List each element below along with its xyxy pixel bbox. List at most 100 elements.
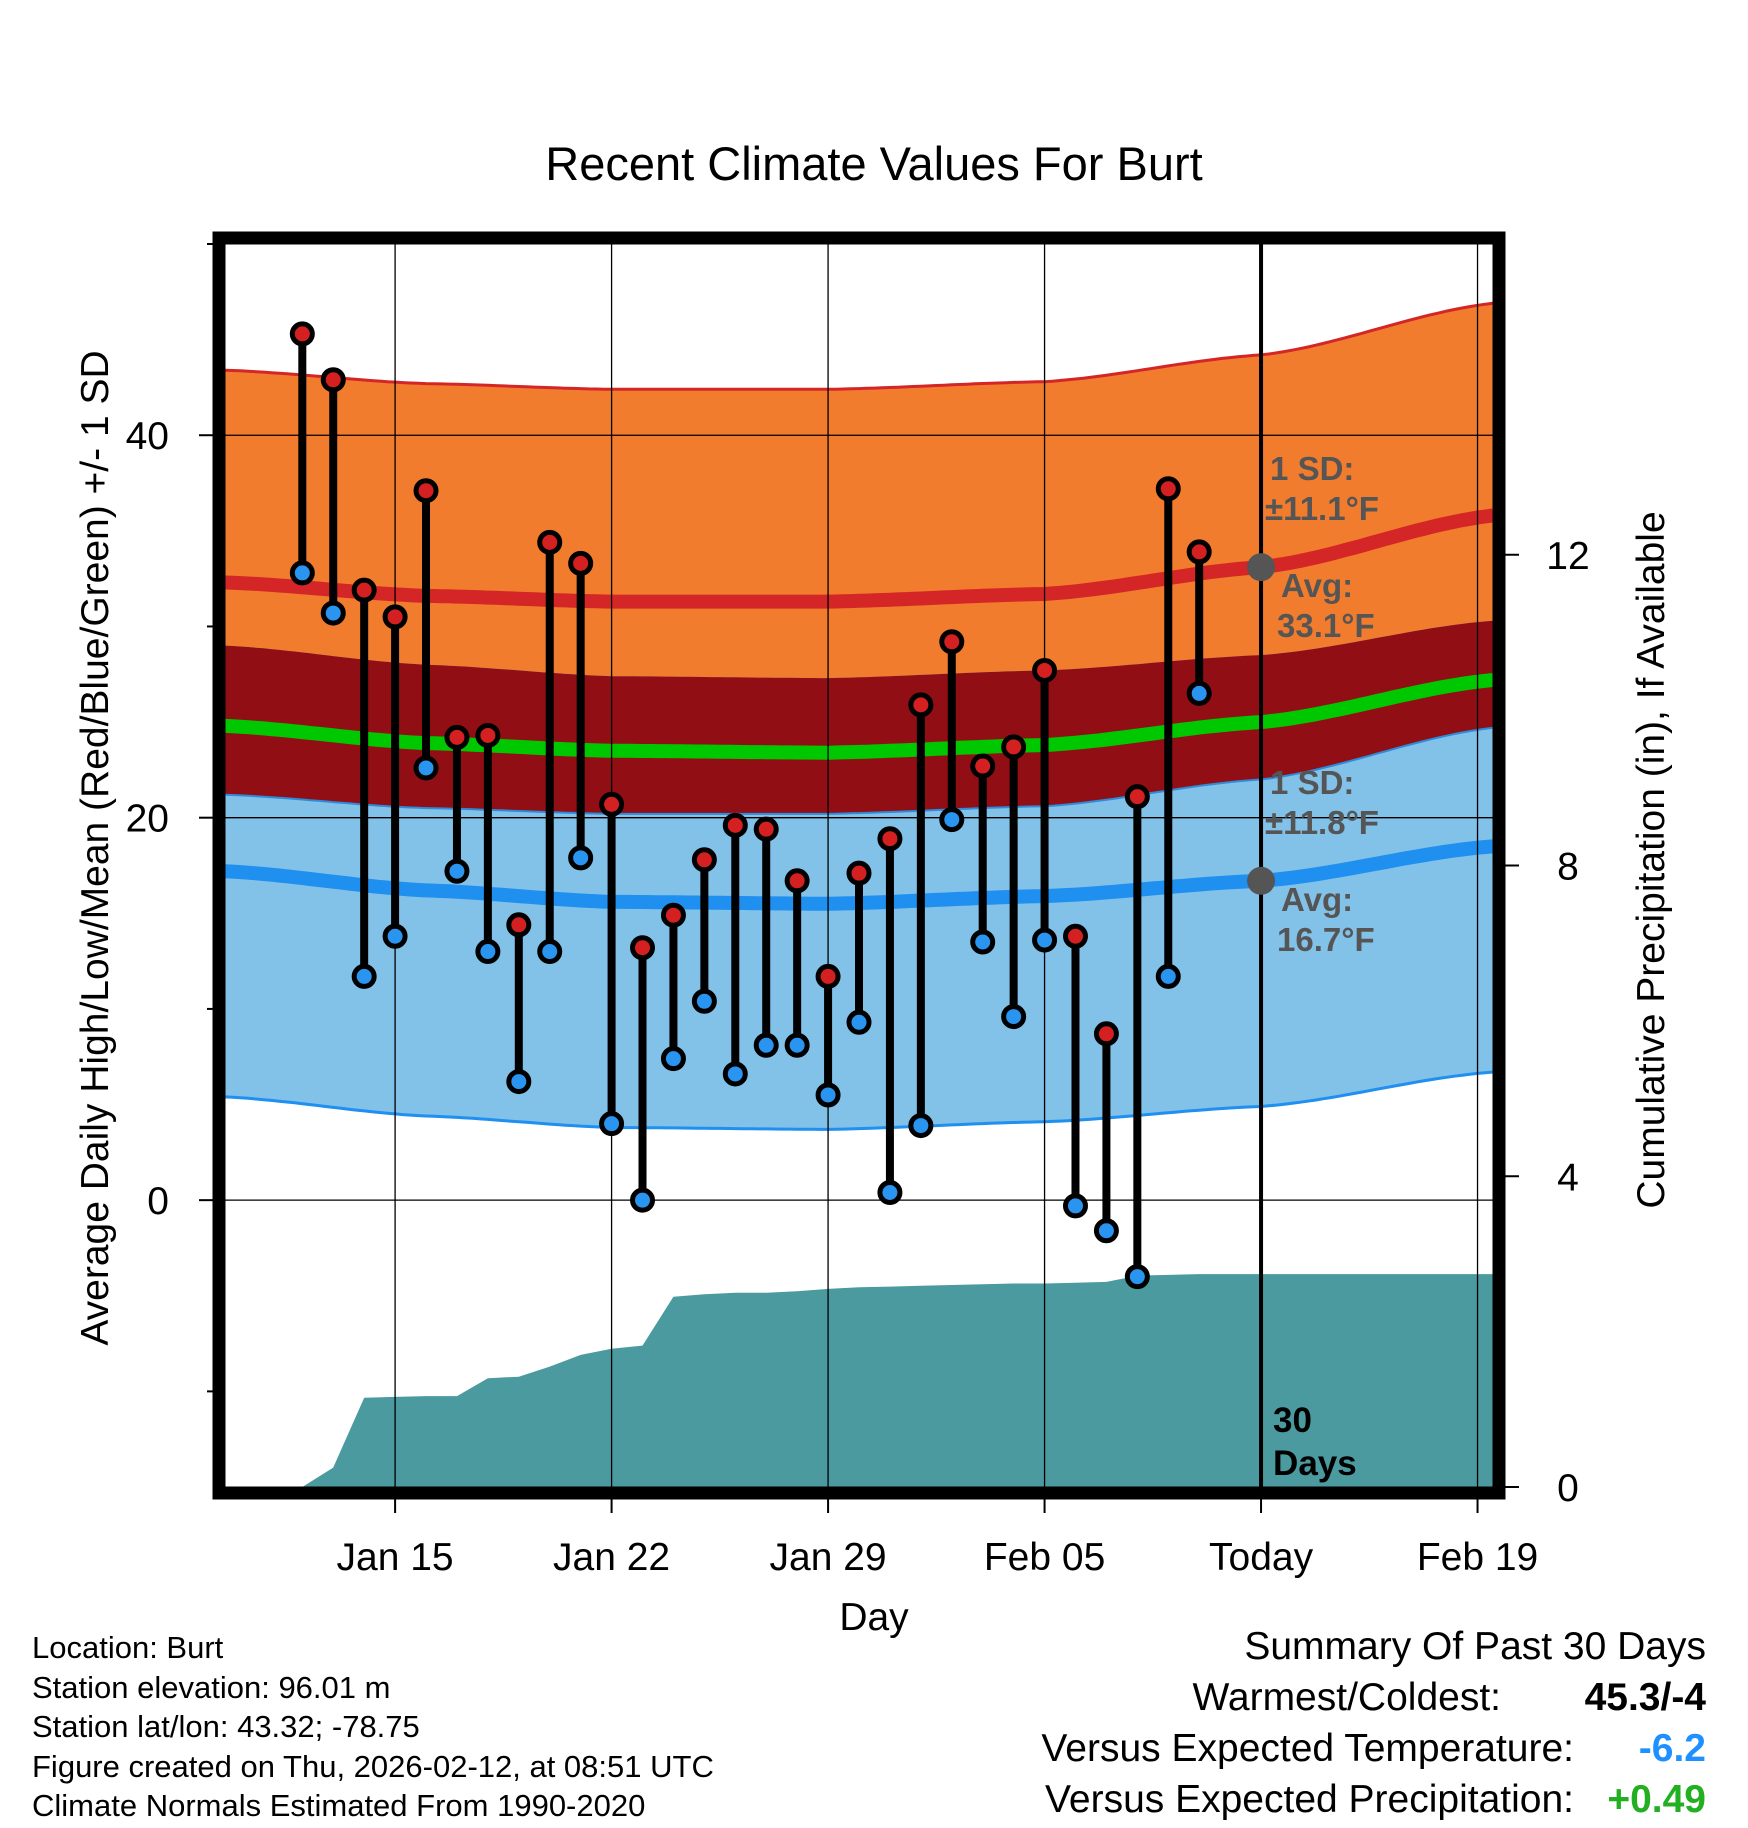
warmest-row: Warmest/Coldest: 45.3/-4: [886, 1672, 1706, 1723]
high-point: [784, 868, 810, 894]
low-point: [289, 560, 315, 586]
low-point: [413, 755, 439, 781]
x-tick-label: Jan 15: [337, 1536, 454, 1579]
high-point: [908, 692, 934, 718]
high-point: [970, 753, 996, 779]
low-point: [630, 1187, 656, 1213]
low-point: [815, 1082, 841, 1108]
high-point: [444, 724, 470, 750]
plot-frame: [212, 231, 1506, 1500]
low-point: [1155, 963, 1181, 989]
high-point: [630, 935, 656, 961]
high-point: [815, 963, 841, 989]
today-high-avg-marker: [1247, 553, 1276, 582]
high-sd-value: ±11.1°F: [1265, 490, 1379, 527]
high-sd-lower-line: [225, 726, 1493, 815]
y2-tick-label: 8: [1557, 846, 1579, 889]
high-point: [1062, 923, 1088, 949]
low-point: [908, 1113, 934, 1139]
low-sd-lower-line: [225, 1070, 1493, 1131]
temp-row: Versus Expected Temperature: -6.2: [886, 1723, 1706, 1774]
warmest-value: 45.3/-4: [1584, 1676, 1706, 1719]
days-label-text: Days: [1273, 1444, 1357, 1483]
low-point: [660, 1046, 686, 1072]
low-point: [444, 858, 470, 884]
high-point: [877, 826, 903, 852]
high-point: [537, 529, 563, 555]
low-point: [753, 1032, 779, 1058]
location-text: Location: Burt: [32, 1630, 224, 1665]
low-sd-value: ±11.8°F: [1265, 804, 1379, 841]
low-point: [599, 1111, 625, 1137]
high-point: [506, 912, 532, 938]
high-point: [289, 321, 315, 347]
y2-axis-label: Cumulative Precipitation (in), If Availa…: [1630, 511, 1673, 1208]
low-point: [1001, 1004, 1027, 1030]
x-tick-label: Feb 19: [1417, 1536, 1538, 1579]
overlap-band: [225, 620, 1493, 814]
y2-tick-label: 4: [1557, 1156, 1579, 1199]
high-point: [1032, 657, 1058, 683]
x-tick-label: Today: [1209, 1536, 1314, 1579]
mean-normal-line: [225, 673, 1493, 760]
high-point: [413, 478, 439, 504]
high-sd-upper-line: [225, 301, 1493, 391]
high-point: [599, 791, 625, 817]
low-avg-value: 16.7°F: [1277, 921, 1375, 958]
low-point: [1032, 927, 1058, 953]
high-point: [1124, 784, 1150, 810]
summary-title: Summary Of Past 30 Days: [1244, 1625, 1706, 1668]
high-point: [939, 629, 965, 655]
precip-label: Versus Expected Precipitation:: [1045, 1778, 1574, 1821]
days-label-number: 30: [1273, 1401, 1312, 1440]
low-point: [784, 1032, 810, 1058]
high-sd-label: 1 SD:: [1270, 450, 1354, 487]
x-tick-label: Jan 22: [553, 1536, 670, 1579]
high-normal-line: [225, 508, 1493, 609]
high-point: [691, 847, 717, 873]
low-point: [1124, 1264, 1150, 1290]
temp-value: -6.2: [1638, 1727, 1706, 1770]
high-avg-label: Avg:: [1281, 567, 1353, 604]
high-point: [351, 577, 377, 603]
high-point: [382, 604, 408, 630]
x-axis-label: Day: [839, 1596, 909, 1639]
high-avg-value: 33.1°F: [1277, 607, 1375, 644]
y2-tick-label: 12: [1546, 535, 1589, 578]
low-point: [320, 600, 346, 626]
precip-row: Versus Expected Precipitation: +0.49: [886, 1774, 1706, 1825]
low-point: [351, 963, 377, 989]
normals-text: Climate Normals Estimated From 1990-2020: [32, 1788, 646, 1823]
y-tick-label: 20: [126, 798, 169, 841]
low-point: [939, 807, 965, 833]
summary-panel: Summary Of Past 30 Days Warmest/Coldest:…: [886, 1622, 1706, 1825]
high-point: [1093, 1021, 1119, 1047]
high-point: [568, 550, 594, 576]
low-point: [970, 929, 996, 955]
high-point: [846, 860, 872, 886]
station-info: Location: Burt Station elevation: 96.01 …: [32, 1628, 714, 1826]
low-point: [1186, 680, 1212, 706]
low-point: [382, 923, 408, 949]
low-avg-label: Avg:: [1281, 881, 1353, 918]
low-point: [846, 1009, 872, 1035]
chart-title: Recent Climate Values For Burt: [545, 137, 1202, 190]
low-point: [568, 845, 594, 871]
low-point: [475, 939, 501, 965]
high-point: [475, 722, 501, 748]
high-point: [753, 816, 779, 842]
low-point: [1093, 1218, 1119, 1244]
created-text: Figure created on Thu, 2026-02-12, at 08…: [32, 1748, 714, 1784]
precipitation-area: [225, 1274, 1493, 1487]
high-point: [1155, 476, 1181, 502]
high-point: [1001, 734, 1027, 760]
high-point: [320, 367, 346, 393]
low-point: [877, 1180, 903, 1206]
low-point: [506, 1069, 532, 1095]
low-point: [537, 939, 563, 965]
high-point: [660, 902, 686, 928]
high-point: [1186, 539, 1212, 565]
low-point: [722, 1061, 748, 1087]
